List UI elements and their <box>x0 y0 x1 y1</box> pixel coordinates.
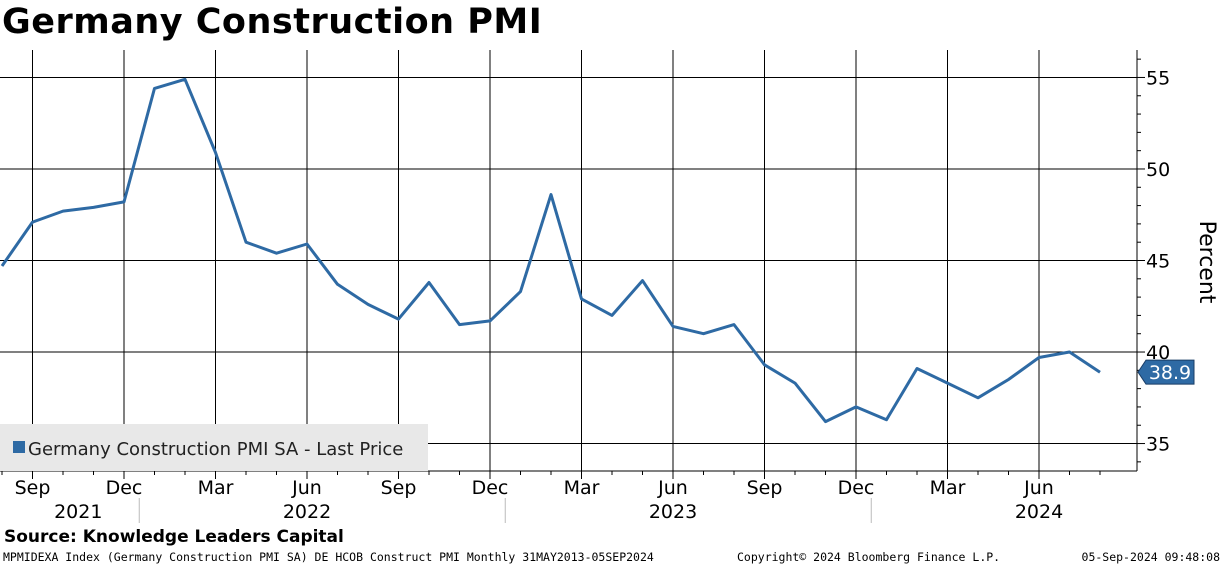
x-axis: Sep Dec Mar Jun Sep Dec Mar Jun Sep Dec Mar Jun 2021… <box>1 471 1101 523</box>
x-tick-label-6: Mar <box>564 477 600 499</box>
source-note: Source: Knowledge Leaders Capital <box>4 527 344 547</box>
legend: Germany Construction PMI SA - Last Price <box>0 424 428 471</box>
y-axis: 35 40 45 50 55 <box>1137 58 1170 463</box>
footer-index-info: MPMIDEXA Index (Germany Construction PMI… <box>3 550 654 564</box>
year-label-2023: 2023 <box>649 501 697 523</box>
legend-label: Germany Construction PMI SA - Last Price <box>28 439 403 460</box>
x-tick-label-8: Sep <box>747 477 783 499</box>
y-axis-label: Percent <box>1194 221 1219 304</box>
x-tick-label-1: Dec <box>106 477 143 499</box>
x-tick-label-4: Sep <box>381 477 417 499</box>
y-tick-label-40: 40 <box>1146 342 1170 364</box>
x-tick-label-11: Jun <box>1023 477 1054 499</box>
year-label-2022: 2022 <box>283 501 331 523</box>
x-tick-label-0: Sep <box>15 477 51 499</box>
x-tick-label-3: Jun <box>291 477 322 499</box>
y-tick-label-45: 45 <box>1146 251 1170 273</box>
legend-swatch <box>13 441 25 453</box>
x-tick-label-5: Dec <box>472 477 509 499</box>
footer-timestamp: 05-Sep-2024 09:48:08 <box>1081 550 1220 564</box>
last-value-badge: 38.9 <box>1137 359 1195 385</box>
y-tick-label-50: 50 <box>1146 159 1170 181</box>
chart-title: Germany Construction PMI <box>2 2 543 42</box>
year-label-2021: 2021 <box>54 501 102 523</box>
series-group <box>0 77 1101 424</box>
last-value-text: 38.9 <box>1149 362 1191 384</box>
year-label-2024: 2024 <box>1015 501 1063 523</box>
x-tick-label-10: Mar <box>930 477 966 499</box>
x-tick-label-2: Mar <box>198 477 234 499</box>
y-tick-label-55: 55 <box>1146 67 1170 89</box>
series-line-0 <box>0 77 1101 424</box>
x-tick-label-9: Dec <box>838 477 875 499</box>
y-tick-label-35: 35 <box>1146 434 1170 456</box>
horizontal-grid <box>0 76 1137 445</box>
footer-copyright: Copyright© 2024 Bloomberg Finance L.P. <box>737 550 1001 564</box>
last-value-tag <box>1137 359 1195 385</box>
legend-box <box>0 424 428 471</box>
x-tick-label-7: Jun <box>657 477 688 499</box>
